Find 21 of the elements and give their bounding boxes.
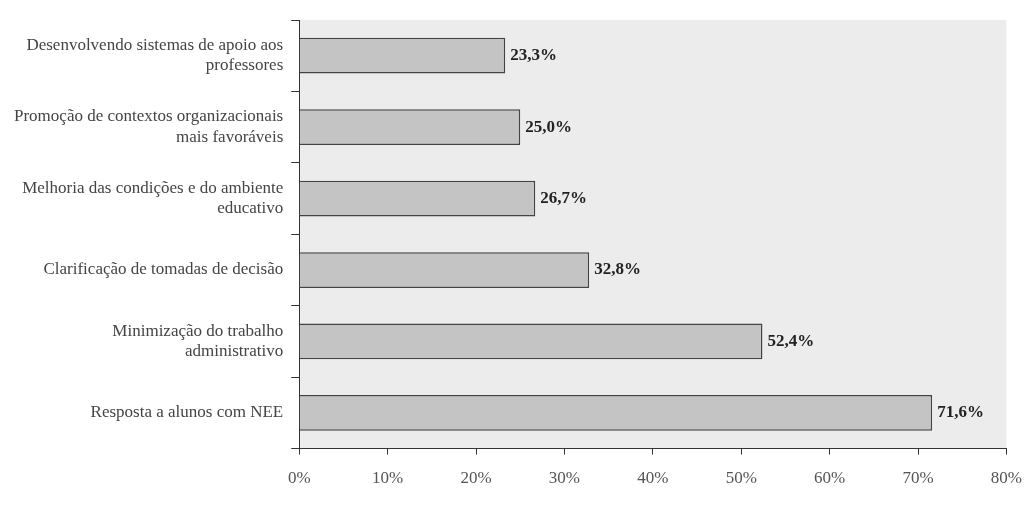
x-tick-label: 0% xyxy=(287,468,311,488)
x-tick-label: 30% xyxy=(548,468,581,488)
y-tick-label: Promoção de contextos organizacionais mais favoráveis xyxy=(13,106,284,146)
y-tick-label: Resposta a alunos com NEE xyxy=(90,402,284,422)
x-tick-label: 60% xyxy=(814,468,846,488)
data-label: 52,4% xyxy=(767,330,815,350)
y-tick-label: Clarificação de tomadas de decisão xyxy=(43,259,284,279)
x-tick-label: 20% xyxy=(460,468,492,488)
x-tick-label: 40% xyxy=(637,468,669,488)
data-label: 25,0% xyxy=(525,116,572,136)
x-tick-label: 80% xyxy=(990,468,1023,488)
x-tick-label: 10% xyxy=(372,468,404,488)
x-tick-label: 70% xyxy=(902,468,934,488)
y-tick-label: Minimização do trabalho administrativo xyxy=(112,320,284,361)
data-label: 23,3% xyxy=(510,45,557,65)
data-label: 32,8% xyxy=(594,259,641,279)
y-tick-label: Melhoria das condições e do ambiente educativo xyxy=(22,177,284,218)
x-tick-label: 50% xyxy=(725,468,757,488)
data-label: 26,7% xyxy=(540,187,588,207)
data-label: 71,6% xyxy=(937,402,984,422)
y-tick-label: Desenvolvendo sistemas de apoio aos professores xyxy=(26,34,284,75)
